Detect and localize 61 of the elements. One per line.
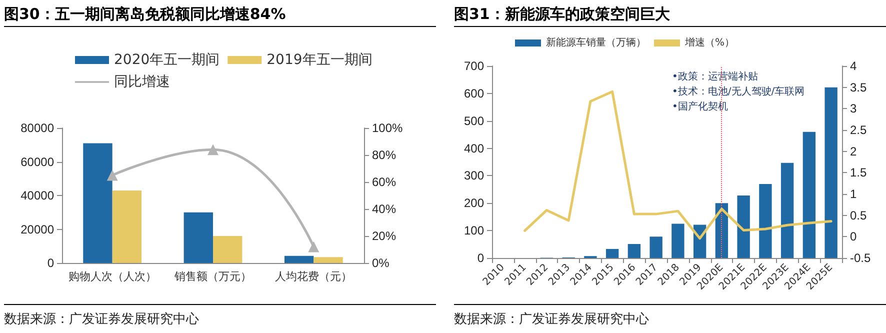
bar	[672, 224, 684, 258]
legend-label: 增速（%）	[684, 36, 735, 48]
bar	[606, 248, 619, 258]
bar	[824, 87, 838, 258]
annotation: •技术：电池/无人驾驶/车联网	[672, 86, 805, 98]
bar	[780, 162, 794, 258]
legend-label: 2019年五一期间	[266, 52, 372, 68]
y-tick-label: 200	[464, 196, 484, 210]
y2-tick-label: 2.5	[850, 123, 868, 137]
x-tick-label: 销售额（万元）	[174, 270, 252, 283]
y-tick-label: 100	[464, 224, 484, 238]
y-tick-label: 300	[464, 168, 484, 183]
bar	[83, 143, 112, 263]
source-note: 数据来源：广发证券发展研究中心	[4, 304, 436, 328]
y-tick-label: 0	[47, 256, 54, 270]
point	[308, 241, 320, 252]
bar	[802, 132, 816, 258]
y-tick-label: 60000	[20, 154, 54, 169]
legend-label: 2020年五一期间	[114, 52, 220, 68]
chart-title: 图30：五一期间离岛免税额同比增速84%	[4, 2, 436, 27]
y-tick-label: 500	[464, 114, 484, 128]
bar	[112, 190, 142, 263]
chart-title: 图31：新能源车的政策空间巨大	[454, 2, 886, 27]
x-tick-label: 人均花费（元）	[275, 270, 352, 283]
y2-tick-label: 0.5	[850, 208, 868, 222]
annotation: •国产化契机	[672, 100, 728, 112]
y-tick-label: 20000	[20, 222, 54, 236]
legend-label: 新能源车销量（万辆）	[546, 36, 646, 48]
bar	[284, 256, 314, 263]
x-tick-label: 购物人次（人次）	[68, 270, 156, 283]
y-tick-label: 700	[464, 59, 484, 73]
y2-tick-label: 1.5	[850, 166, 868, 180]
source-note: 数据来源：广发证券发展研究中心	[454, 304, 886, 328]
y-tick-label: 400	[464, 141, 484, 156]
y2-tick-label: 40%	[372, 202, 396, 216]
y2-tick-label: 3.5	[850, 80, 868, 94]
y2-tick-label: 1	[850, 187, 857, 201]
y2-tick-label: 20%	[372, 229, 396, 243]
y2-tick-label: 80%	[372, 148, 396, 162]
point	[208, 144, 218, 156]
y2-tick-label: 4	[850, 59, 857, 73]
y2-tick-label: 0	[850, 230, 857, 244]
bar	[628, 244, 641, 258]
y2-tick-label: 2	[850, 144, 857, 158]
y2-tick-label: 100%	[372, 121, 404, 135]
y2-tick-label: 60%	[372, 175, 396, 189]
bar	[650, 236, 662, 258]
y2-tick-label: 3	[850, 102, 857, 116]
y-tick-label: 80000	[20, 121, 54, 135]
y2-tick-label: 0%	[372, 256, 390, 270]
bar	[314, 257, 343, 263]
y-tick-label: 40000	[20, 188, 54, 202]
bar	[759, 184, 772, 258]
y2-tick-label: -0.5	[850, 251, 872, 265]
bar	[213, 236, 242, 263]
y-tick-label: 0	[477, 251, 484, 265]
legend-label: 同比增速	[114, 74, 170, 90]
bar	[184, 212, 213, 263]
bar	[737, 195, 750, 258]
point	[106, 170, 118, 181]
y-tick-label: 600	[464, 86, 484, 100]
